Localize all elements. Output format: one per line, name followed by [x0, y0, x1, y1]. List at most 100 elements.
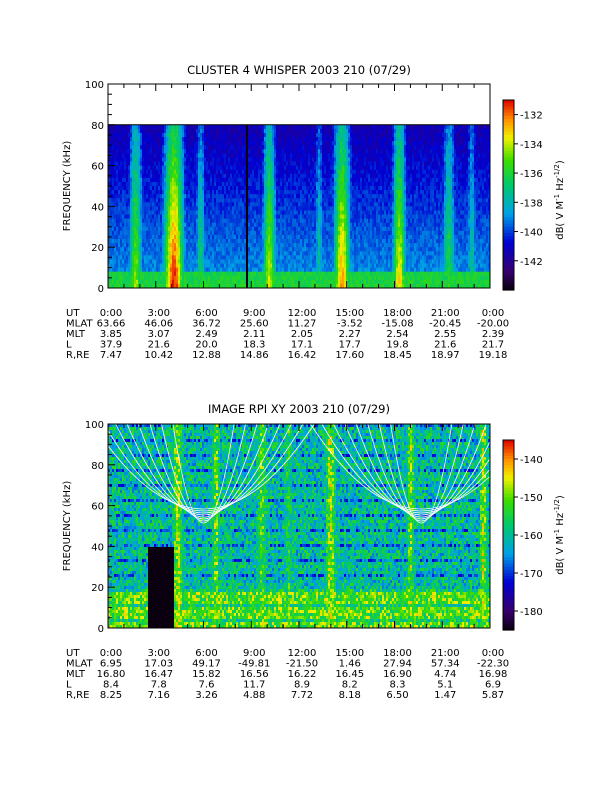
whisper-heat-cell [338, 214, 341, 220]
whisper-heat-cell [116, 190, 119, 195]
whisper-heat-cell [306, 149, 309, 154]
whisper-heat-cell [136, 255, 139, 260]
whisper-heat-cell [352, 210, 355, 215]
whisper-heat-cell [160, 181, 163, 187]
whisper-heat-cell [144, 243, 147, 248]
whisper-heat-cell [340, 271, 343, 277]
whisper-heat-cell [110, 263, 113, 268]
whisper-heat-cell [236, 190, 239, 195]
whisper-heat-cell [294, 239, 297, 244]
whisper-heat-cell [268, 153, 271, 158]
whisper-heat-cell [208, 128, 211, 134]
whisper-heat-cell [308, 218, 311, 224]
whisper-heat-cell [348, 255, 351, 260]
whisper-heat-cell [150, 124, 153, 130]
whisper-heat-cell [140, 137, 143, 142]
whisper-heat-cell [320, 226, 323, 232]
whisper-heat-cell [292, 145, 295, 150]
whisper-heat-cell [228, 283, 231, 288]
whisper-heat-cell [110, 279, 113, 285]
whisper-heat-cell [308, 243, 311, 248]
whisper-heat-cell [224, 181, 227, 187]
whisper-heat-cell [346, 267, 349, 273]
whisper-heat-cell [352, 230, 355, 236]
whisper-heat-cell [298, 247, 301, 252]
whisper-heat-cell [224, 190, 227, 195]
whisper-heat-cell [312, 267, 315, 273]
whisper-heat-cell [156, 279, 159, 285]
whisper-heat-cell [228, 161, 231, 166]
whisper-heat-cell [228, 145, 231, 150]
whisper-heat-cell [264, 153, 267, 158]
whisper-heat-cell [332, 206, 335, 211]
whisper-heat-cell [200, 230, 203, 236]
whisper-heat-cell [268, 259, 271, 264]
whisper-heat-cell [298, 181, 301, 187]
whisper-heat-cell [322, 145, 325, 150]
whisper-heat-cell [196, 255, 199, 260]
whisper-heat-cell [150, 230, 153, 236]
whisper-heat-cell [290, 210, 293, 215]
whisper-heat-cell [180, 186, 183, 191]
whisper-heat-cell [162, 271, 165, 277]
whisper-heat-cell [152, 255, 155, 260]
whisper-heat-cell [316, 251, 319, 256]
whisper-heat-cell [288, 190, 291, 195]
whisper-heat-cell [162, 275, 165, 281]
whisper-heat-cell [120, 206, 123, 211]
whisper-heat-cell [234, 186, 237, 191]
whisper-heat-cell [112, 153, 115, 158]
whisper-heat-cell [108, 267, 111, 273]
whisper-heat-cell [294, 259, 297, 264]
whisper-heat-cell [118, 251, 121, 256]
whisper-heat-cell [158, 243, 161, 248]
whisper-heat-cell [254, 165, 257, 171]
whisper-heat-cell [140, 210, 143, 215]
whisper-heat-cell [240, 271, 243, 277]
whisper-heat-cell [212, 190, 215, 195]
whisper-heat-cell [196, 283, 199, 288]
whisper-heat-cell [256, 177, 259, 183]
whisper-heat-cell [320, 222, 323, 228]
whisper-heat-cell [210, 259, 213, 264]
whisper-heat-cell [248, 239, 251, 244]
whisper-heat-cell [182, 210, 185, 215]
whisper-heat-cell [316, 153, 319, 158]
whisper-heat-cell [294, 251, 297, 256]
whisper-heat-cell [322, 186, 325, 191]
whisper-heat-cell [240, 177, 243, 183]
whisper-heat-cell [316, 226, 319, 232]
whisper-heat-cell [356, 230, 359, 236]
whisper-heat-cell [256, 243, 259, 248]
whisper-heat-cell [214, 218, 217, 224]
whisper-heat-cell [190, 186, 193, 191]
whisper-heat-cell [324, 226, 327, 232]
whisper-heat-cell [306, 181, 309, 187]
whisper-heat-cell [338, 247, 341, 252]
whisper-heat-cell [264, 124, 267, 130]
whisper-heat-cell [164, 214, 167, 220]
whisper-heat-cell [344, 132, 347, 138]
whisper-heat-cell [178, 243, 181, 248]
whisper-heat-cell [208, 194, 211, 199]
whisper-heat-cell [304, 267, 307, 273]
whisper-heat-cell [248, 210, 251, 215]
whisper-heat-cell [208, 153, 211, 158]
whisper-heat-cell [226, 255, 229, 260]
whisper-heat-cell [342, 210, 345, 215]
whisper-heat-cell [238, 141, 241, 146]
whisper-heat-cell [328, 259, 331, 264]
whisper-heat-cell [302, 153, 305, 158]
whisper-heat-cell [322, 283, 325, 288]
whisper-heat-cell [184, 210, 187, 215]
whisper-heat-cell [112, 230, 115, 236]
whisper-heat-cell [320, 177, 323, 183]
whisper-heat-cell [288, 128, 291, 134]
whisper-heat-cell [322, 141, 325, 146]
whisper-heat-cell [326, 206, 329, 211]
whisper-heat-cell [344, 218, 347, 224]
whisper-heat-cell [220, 198, 223, 203]
whisper-heat-cell [310, 247, 313, 252]
whisper-heat-cell [216, 230, 219, 236]
whisper-heat-cell [316, 230, 319, 236]
